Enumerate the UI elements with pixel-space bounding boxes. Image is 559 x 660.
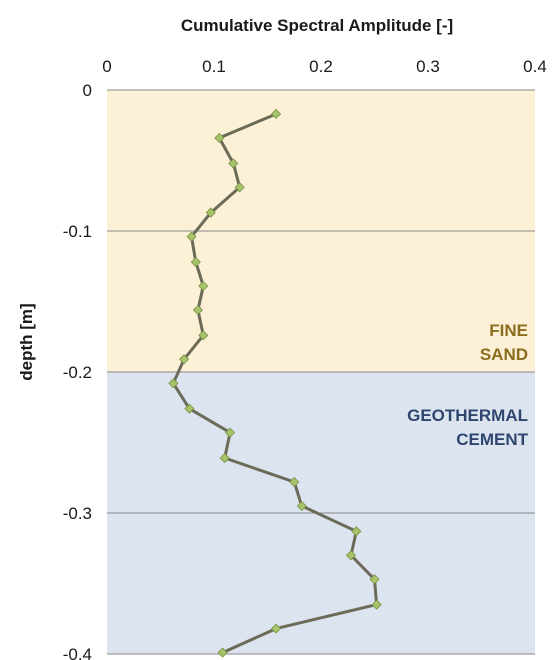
data-point-marker: [217, 647, 228, 658]
x-tick-label: 0.2: [309, 57, 333, 76]
data-point-marker: [219, 452, 230, 464]
data-point-marker: [198, 330, 209, 341]
data-point-marker: [369, 574, 380, 585]
data-point-marker: [205, 207, 216, 218]
data-point-marker: [214, 132, 225, 144]
x-tick-label: 0.3: [416, 57, 440, 76]
data-point-marker: [190, 256, 201, 268]
data-point-marker: [234, 182, 245, 193]
data-point-marker: [228, 158, 239, 169]
chart-title: Cumulative Spectral Amplitude [-]: [181, 16, 453, 35]
y-axis-label: depth [m]: [17, 303, 36, 380]
data-point-marker: [186, 231, 197, 242]
data-point-marker: [184, 403, 195, 414]
zone-label-line: GEOTHERMAL: [407, 406, 528, 425]
data-point-marker: [192, 304, 204, 316]
data-point-marker: [224, 427, 236, 438]
x-tick-label: 0.4: [523, 57, 547, 76]
data-point-marker: [270, 108, 282, 120]
zone-labels-layer: FINE SAND GEOTHERMAL CEMENT: [407, 321, 529, 449]
tick-layer: 0 0.1 0.2 0.3 0.4 0 -0.1 -0.2 -0.3 -0.4: [63, 57, 547, 660]
data-point-marker: [270, 623, 282, 634]
zone-label-line: SAND: [480, 345, 528, 364]
data-point-marker: [168, 378, 179, 389]
data-point-marker: [198, 280, 209, 292]
zone-label-line: CEMENT: [456, 430, 528, 449]
grid-layer: [107, 89, 535, 655]
y-tick-label: -0.2: [63, 363, 92, 382]
series-layer: [168, 108, 382, 658]
x-tick-label: 0.1: [202, 57, 226, 76]
data-point-marker: [371, 599, 382, 610]
zone-label-line: FINE: [489, 321, 528, 340]
x-tick-label: 0: [102, 57, 111, 76]
y-tick-label: 0: [83, 81, 92, 100]
y-tick-label: -0.1: [63, 222, 92, 241]
y-tick-label: -0.3: [63, 504, 92, 523]
y-tick-label: -0.4: [63, 645, 92, 660]
data-point-marker: [289, 476, 300, 488]
data-point-marker: [178, 354, 190, 365]
data-point-marker: [345, 550, 357, 561]
data-point-marker: [351, 526, 362, 537]
data-point-marker: [296, 500, 307, 512]
